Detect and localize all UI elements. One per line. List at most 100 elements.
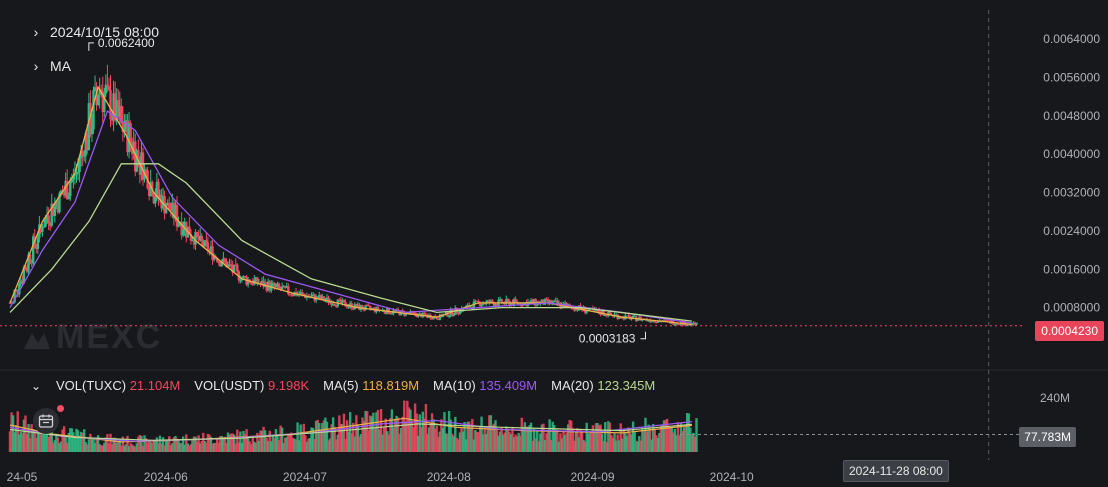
volume-bar — [455, 437, 459, 452]
volume-bar — [451, 433, 454, 452]
candle-body — [262, 280, 265, 287]
candle-body — [342, 299, 346, 302]
volume-bar — [560, 438, 564, 452]
volume-bar — [491, 425, 494, 452]
indicator-legend[interactable]: › MA — [30, 58, 71, 74]
volume-bar — [251, 437, 254, 452]
volume-bar — [328, 438, 332, 452]
volume-bar — [245, 429, 248, 452]
volume-bar — [310, 427, 313, 452]
volume-bar — [622, 429, 626, 452]
chevron-down-icon[interactable]: ⌄ — [30, 378, 42, 393]
volume-bar — [519, 435, 522, 452]
volume-bar — [262, 426, 265, 452]
volume-bar — [270, 441, 273, 452]
volume-bar — [127, 446, 131, 452]
volume-bar — [358, 436, 361, 452]
volume-bar — [8, 431, 12, 452]
candle-body — [195, 232, 199, 237]
volume-bar — [11, 415, 15, 452]
candle-body — [492, 302, 496, 307]
volume-bar — [132, 445, 135, 452]
volume-bar — [58, 443, 61, 452]
volume-bar — [610, 435, 613, 452]
volume-bar — [614, 440, 618, 452]
candle-body — [161, 196, 165, 209]
volume-bar — [399, 427, 403, 452]
volume-bar — [670, 427, 673, 452]
calendar-button[interactable] — [33, 408, 59, 434]
candle-body — [486, 300, 489, 302]
volume-bar — [100, 445, 103, 452]
candle-body — [101, 91, 104, 112]
volume-bar — [457, 439, 460, 452]
candle-body — [441, 315, 445, 318]
volume-bar — [302, 423, 305, 452]
candle-body — [667, 320, 670, 322]
candle-body — [197, 236, 200, 241]
volume-bar — [625, 436, 629, 452]
notification-dot — [57, 405, 64, 412]
chevron-right-icon[interactable]: › — [33, 58, 39, 74]
candle-body — [608, 312, 612, 315]
volume-bar — [537, 441, 540, 452]
volume-bar — [166, 439, 169, 452]
chevron-right-icon[interactable]: › — [33, 24, 39, 40]
volume-bar — [617, 440, 621, 452]
candle-body — [87, 103, 91, 151]
candle-body — [76, 172, 80, 174]
volume-bar — [291, 437, 295, 452]
volume-bar — [536, 429, 539, 452]
candle-body — [542, 299, 545, 305]
volume-bar — [211, 443, 214, 452]
candle-body — [100, 89, 103, 92]
volume-bar — [18, 434, 21, 452]
volume-bar — [92, 439, 95, 452]
candle-body — [220, 262, 224, 267]
candle-body — [545, 299, 548, 301]
candle-body — [495, 303, 499, 306]
candle-body — [344, 301, 347, 307]
volume-bar — [282, 442, 285, 452]
candle-body — [565, 303, 568, 305]
volume-bar — [525, 426, 528, 452]
volume-bar — [169, 445, 173, 452]
datetime-legend[interactable]: › 2024/10/15 08:00 — [30, 24, 159, 40]
volume-bar — [693, 436, 697, 452]
candle-body — [330, 301, 333, 306]
volume-bar — [621, 438, 624, 452]
candle-body — [154, 197, 157, 204]
volume-bar — [495, 430, 499, 452]
volume-bar — [274, 429, 278, 452]
candle-body — [673, 324, 677, 326]
x-tick-label: 2024-07 — [283, 470, 327, 484]
candle-body — [655, 322, 658, 324]
volume-legend[interactable]: ⌄ VOL(TUXC) 21.104M VOL(USDT) 9.198K MA(… — [30, 378, 655, 393]
volume-bar — [566, 424, 570, 452]
low-label: 0.0003183 — [579, 332, 636, 346]
candle-body — [675, 323, 678, 325]
candle-body — [321, 296, 324, 300]
volume-bar — [655, 435, 658, 452]
volume-bar — [607, 421, 610, 452]
volume-bar — [682, 427, 686, 452]
candle-body — [574, 308, 578, 311]
volume-bar — [356, 424, 360, 452]
volume-bar — [585, 422, 588, 452]
volume-bar — [362, 421, 366, 452]
volume-bar — [256, 432, 259, 452]
candle-body — [483, 303, 486, 305]
candle-body — [291, 294, 295, 296]
volume-bar — [313, 439, 316, 452]
volume-bar — [75, 428, 78, 452]
candle-body — [49, 223, 52, 226]
volume-bar — [466, 421, 469, 452]
volume-bar — [528, 425, 531, 452]
candle-body — [529, 300, 533, 302]
candle-body — [367, 305, 370, 307]
volume-bar — [194, 436, 197, 452]
volume-bar — [117, 442, 120, 452]
volume-bar — [379, 409, 383, 452]
